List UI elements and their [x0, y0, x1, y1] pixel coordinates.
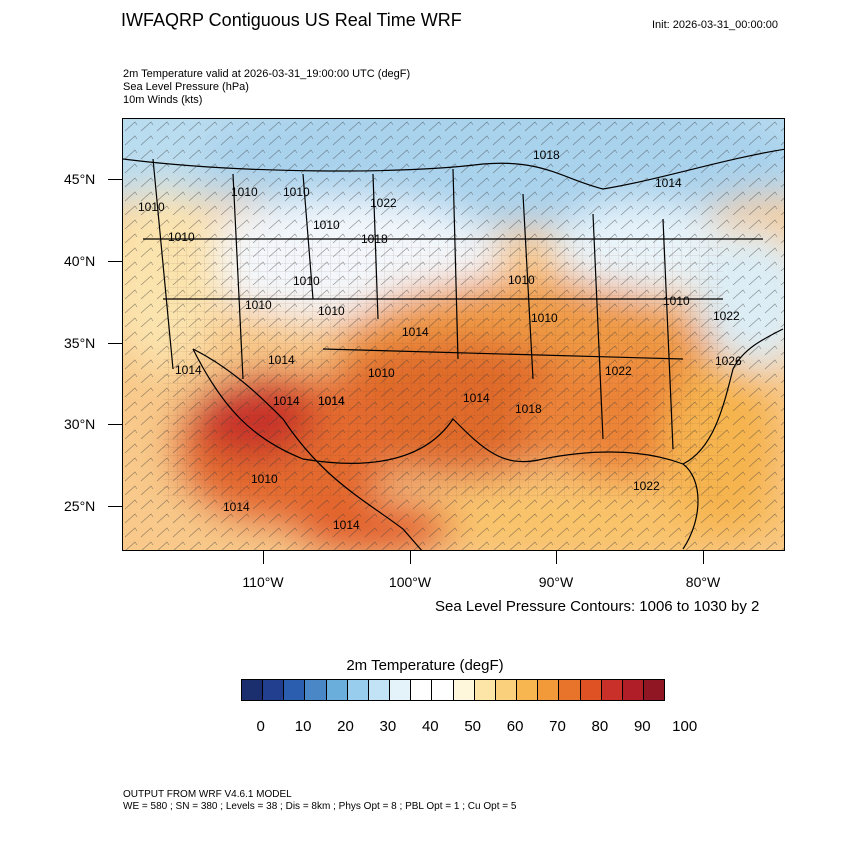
colorbar-swatch: [580, 680, 602, 700]
lon-tick: [410, 551, 411, 564]
lon-tick: [556, 551, 557, 564]
lon-label-90w: 90°W: [538, 574, 574, 590]
footer-config: WE = 580 ; SN = 380 ; Levels = 38 ; Dis …: [123, 801, 517, 812]
pressure-contour-label: 1010: [368, 366, 395, 380]
lat-label-25: 25°N: [64, 498, 96, 514]
pressure-contour-label: 1014: [463, 391, 490, 405]
colorbar-swatch: [242, 680, 264, 700]
pressure-contour-label: 1022: [605, 364, 632, 378]
pressure-contour-label: 1010: [251, 472, 278, 486]
lon-tick: [703, 551, 704, 564]
field-temperature-label: 2m Temperature valid at 2026-03-31_19:00…: [123, 68, 411, 80]
colorbar-swatch: [390, 680, 412, 700]
pressure-contour-label: 1014: [175, 363, 202, 377]
colorbar-swatch: [347, 680, 369, 700]
colorbar-label: 20: [337, 718, 354, 735]
lat-tick: [108, 179, 122, 180]
footer-model: OUTPUT FROM WRF V4.6.1 MODEL: [123, 789, 292, 800]
pressure-contour-label: 1014: [223, 500, 250, 514]
colorbar-label: 0: [256, 718, 265, 735]
field-pressure-label: Sea Level Pressure (hPa): [123, 81, 249, 93]
lat-label-40: 40°N: [64, 253, 96, 269]
pressure-contour-label: 1014: [318, 394, 345, 408]
colorbar-title: 2m Temperature (degF): [346, 657, 504, 674]
colorbar-swatch: [474, 680, 496, 700]
county-lines: [163, 239, 723, 499]
pressure-contour-label: 1018: [515, 402, 542, 416]
pressure-contour-label: 1010: [283, 185, 310, 199]
lat-tick: [108, 343, 122, 344]
lat-label-35: 35°N: [64, 335, 96, 351]
colorbar-swatch: [432, 680, 454, 700]
lat-tick: [108, 506, 122, 507]
weather-map: 1018 1014 1010 1010 1010 1022 1010 1010 1018 1010…: [122, 118, 785, 551]
colorbar-label: 70: [549, 718, 566, 735]
contour-note: Sea Level Pressure Contours: 1006 to 103…: [435, 598, 760, 615]
pressure-contour-label: 1014: [333, 518, 360, 532]
pressure-contour-label: 1018: [533, 148, 560, 162]
colorbar-swatch: [622, 680, 644, 700]
colorbar-swatch: [517, 680, 539, 700]
colorbar-swatch: [538, 680, 560, 700]
colorbar-label: 10: [294, 718, 312, 735]
colorbar-swatch: [453, 680, 475, 700]
lat-tick: [108, 261, 122, 262]
colorbar-swatch: [643, 680, 665, 700]
pressure-contour-label: 1022: [633, 479, 660, 493]
colorbar-label: 100: [672, 718, 698, 735]
colorbar-swatch: [284, 680, 306, 700]
colorbar-label: 90: [633, 718, 651, 735]
colorbar-swatch: [559, 680, 581, 700]
pressure-contour-label: 1010: [313, 218, 340, 232]
lon-label-100w: 100°W: [388, 574, 432, 590]
lat-label-30: 30°N: [64, 416, 96, 432]
lat-tick: [108, 424, 122, 425]
lon-label-80w: 80°W: [685, 574, 721, 590]
pressure-contour-label: 1014: [402, 325, 429, 339]
lat-label-45: 45°N: [64, 171, 96, 187]
colorbar-swatch: [326, 680, 348, 700]
map-title: IWFAQRP Contiguous US Real Time WRF: [121, 10, 462, 30]
pressure-contour-label: 1018: [361, 232, 388, 246]
init-time: Init: 2026-03-31_00:00:00: [652, 19, 778, 31]
colorbar-swatch: [495, 680, 518, 700]
pressure-contour-label: 1010: [138, 200, 165, 214]
pressure-contour-label: 1022: [713, 309, 740, 323]
pressure-contour-label: 1010: [168, 230, 195, 244]
pressure-contour-label: 1014: [273, 394, 300, 408]
pressure-contour-label: 1014: [268, 353, 295, 367]
lon-label-110w: 110°W: [242, 574, 284, 590]
field-winds-label: 10m Winds (kts): [123, 94, 203, 106]
pressure-contour-label: 1010: [663, 294, 690, 308]
colorbar-label: 60: [506, 718, 524, 735]
state-borders: [123, 148, 784, 550]
colorbar-label: 30: [379, 718, 397, 735]
colorbar-swatch: [411, 680, 433, 700]
colorbar-label: 80: [591, 718, 609, 735]
colorbar-swatch: [368, 680, 391, 700]
colorbar-swatch: [601, 680, 623, 700]
colorbar-label: 40: [421, 718, 439, 735]
pressure-contour-label: 1010: [531, 311, 558, 325]
pressure-contour-label: 1026: [715, 354, 742, 368]
colorbar-label: 50: [464, 718, 482, 735]
pressure-contour-label: 1010: [318, 304, 345, 318]
colorbar-swatch: [305, 680, 327, 700]
pressure-contour-label: 1010: [293, 274, 320, 288]
temperature-colorbar: [241, 679, 665, 701]
pressure-contour-label: 1014: [655, 176, 682, 190]
lon-tick: [263, 551, 264, 564]
pressure-contour-label: 1010: [245, 298, 272, 312]
pressure-contour-label: 1010: [508, 273, 535, 287]
colorbar-swatch: [263, 680, 285, 700]
pressure-contour-label: 1010: [231, 185, 258, 199]
pressure-contour-label: 1014: [318, 394, 345, 408]
pressure-contour-label: 1022: [370, 196, 397, 210]
